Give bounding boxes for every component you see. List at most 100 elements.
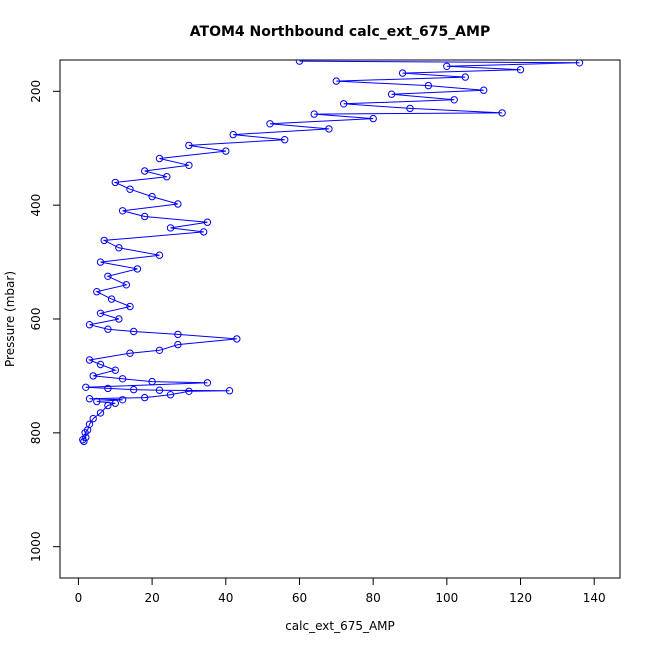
data-point	[107, 295, 116, 303]
data-point	[387, 90, 396, 98]
data-point	[148, 377, 156, 386]
data-point	[155, 154, 164, 163]
data-point	[185, 141, 193, 150]
series-group	[79, 60, 584, 446]
data-point	[104, 401, 112, 410]
x-tick-label: 100	[435, 591, 458, 605]
data-point	[200, 228, 208, 236]
data-point	[130, 327, 138, 336]
data-point	[96, 409, 105, 417]
data-point	[82, 383, 90, 391]
data-point	[100, 236, 108, 245]
data-point	[141, 393, 149, 402]
y-axis-label: Pressure (mbar)	[3, 271, 17, 367]
data-point	[332, 77, 340, 85]
x-tick-label: 120	[509, 591, 532, 605]
data-point	[398, 69, 407, 77]
data-point	[104, 384, 112, 393]
data-point	[174, 340, 182, 349]
data-point	[93, 288, 101, 296]
data-point	[443, 62, 451, 71]
data-point	[85, 395, 94, 403]
data-point	[82, 433, 90, 442]
y-tick-label: 400	[29, 194, 43, 217]
data-point	[130, 385, 138, 394]
data-point	[115, 315, 123, 323]
y-tick-label: 1000	[29, 531, 43, 562]
data-point	[85, 356, 94, 364]
data-point	[185, 387, 193, 395]
data-point	[126, 302, 134, 311]
data-point	[266, 120, 274, 128]
data-point	[96, 309, 105, 317]
data-point	[310, 110, 318, 118]
data-point	[115, 244, 123, 252]
data-point	[111, 366, 120, 374]
data-point	[325, 125, 333, 133]
data-point	[163, 173, 171, 181]
x-axis-label: calc_ext_675_AMP	[285, 619, 395, 633]
data-point	[80, 437, 88, 446]
data-point	[155, 346, 164, 354]
data-point	[203, 218, 212, 226]
data-point	[155, 251, 164, 259]
data-point	[222, 147, 230, 155]
data-point	[295, 60, 304, 65]
data-point	[122, 281, 131, 289]
data-point	[369, 114, 377, 123]
data-point	[174, 200, 182, 208]
data-point	[185, 161, 193, 170]
data-point	[461, 73, 469, 81]
data-point	[118, 375, 127, 383]
x-tick-label: 140	[583, 591, 606, 605]
data-point	[450, 96, 458, 104]
data-point	[118, 207, 127, 215]
series-line	[82, 60, 580, 442]
data-point	[406, 104, 414, 113]
data-point	[126, 349, 134, 357]
data-point	[340, 100, 348, 108]
data-point	[111, 178, 120, 187]
data-point	[85, 420, 94, 428]
data-point	[89, 414, 97, 423]
data-point	[118, 396, 127, 404]
data-point	[516, 66, 525, 74]
data-point	[203, 379, 212, 387]
data-point	[104, 272, 112, 280]
data-point	[141, 167, 149, 175]
data-point	[141, 212, 149, 221]
data-point	[126, 185, 134, 193]
data-point	[133, 265, 142, 273]
data-point	[233, 335, 241, 343]
x-tick-label: 20	[144, 591, 159, 605]
x-tick-label: 0	[75, 591, 83, 605]
data-point	[498, 109, 506, 117]
data-point	[575, 60, 584, 67]
x-tick-label: 80	[366, 591, 381, 605]
data-point	[424, 81, 433, 90]
data-layer	[79, 60, 584, 446]
y-axis: 200 400 600 800 1000	[29, 80, 61, 562]
data-point	[229, 130, 237, 139]
data-point	[89, 372, 97, 380]
y-tick-label: 200	[29, 80, 43, 103]
y-tick-label: 800	[29, 421, 43, 444]
data-point	[155, 386, 164, 394]
data-point	[480, 86, 488, 94]
data-point	[225, 387, 234, 395]
data-point	[93, 397, 101, 406]
data-point	[166, 224, 175, 232]
data-point	[104, 325, 112, 333]
data-point	[174, 330, 182, 339]
x-tick-label: 60	[292, 591, 307, 605]
data-point	[96, 258, 105, 266]
data-point	[111, 399, 120, 407]
x-axis: 0 20 40 60 80 100 120 140	[75, 577, 606, 605]
x-tick-label: 40	[218, 591, 233, 605]
y-tick-label: 600	[29, 308, 43, 331]
data-point	[281, 136, 289, 144]
data-point	[96, 360, 105, 369]
data-point	[166, 391, 175, 399]
